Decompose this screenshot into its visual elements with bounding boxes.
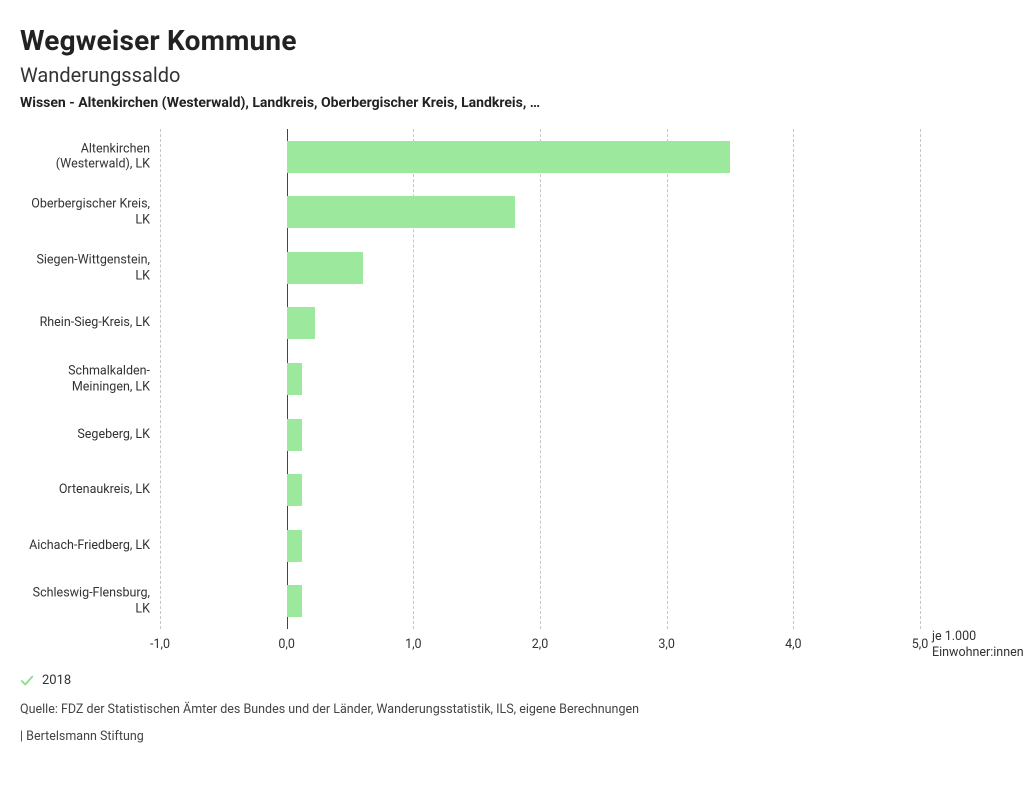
gridline xyxy=(793,129,794,629)
x-tick-label: 5,0 xyxy=(912,637,929,652)
y-axis-label: Aichach-Friedberg, LK xyxy=(20,538,150,554)
gridline xyxy=(540,129,541,629)
bar xyxy=(287,363,302,395)
bar xyxy=(287,196,515,228)
legend-year: 2018 xyxy=(42,673,71,688)
x-tick-label: -1,0 xyxy=(150,637,170,652)
attribution-text: | Bertelsmann Stiftung xyxy=(20,729,1004,744)
gridline xyxy=(667,129,668,629)
plot-area xyxy=(160,129,920,629)
bar-chart: Altenkirchen (Westerwald), LK Oberbergisc… xyxy=(20,129,1004,659)
y-axis-label: Siegen-Wittgenstein, LK xyxy=(20,252,150,283)
y-axis-label: Rhein-Sieg-Kreis, LK xyxy=(20,316,150,332)
x-tick-label: 2,0 xyxy=(532,637,549,652)
bar xyxy=(287,307,315,339)
y-axis-label: Oberbergischer Kreis, LK xyxy=(20,197,150,228)
bar xyxy=(287,252,363,284)
source-text: Quelle: FDZ der Statistischen Ämter des … xyxy=(20,702,1004,717)
gridline xyxy=(160,129,161,629)
bar xyxy=(287,585,302,617)
page-description: Wissen - Altenkirchen (Westerwald), Land… xyxy=(20,95,1004,111)
x-tick-label: 0,0 xyxy=(278,637,295,652)
unit-label: je 1.000 Einwohner:innen xyxy=(932,629,1024,662)
page-subtitle: Wanderungssaldo xyxy=(20,63,1004,87)
bar xyxy=(287,419,302,451)
bar xyxy=(287,530,302,562)
check-icon xyxy=(20,674,34,688)
bar xyxy=(287,141,730,173)
y-axis-label: Ortenaukreis, LK xyxy=(20,482,150,498)
unit-label-line2: Einwohner:innen xyxy=(932,645,1024,660)
bar xyxy=(287,474,302,506)
gridline xyxy=(920,129,921,629)
x-tick-label: 4,0 xyxy=(785,637,802,652)
x-tick-label: 3,0 xyxy=(658,637,675,652)
y-axis-label: Segeberg, LK xyxy=(20,427,150,443)
y-axis-label: Schmalkalden-Meiningen, LK xyxy=(20,363,150,394)
page-title: Wegweiser Kommune xyxy=(20,24,1004,57)
unit-label-line1: je 1.000 xyxy=(932,629,976,644)
y-axis-label: Altenkirchen (Westerwald), LK xyxy=(20,141,150,172)
y-axis-label: Schleswig-Flensburg, LK xyxy=(20,586,150,617)
legend: 2018 xyxy=(20,673,1004,688)
x-tick-label: 1,0 xyxy=(405,637,422,652)
